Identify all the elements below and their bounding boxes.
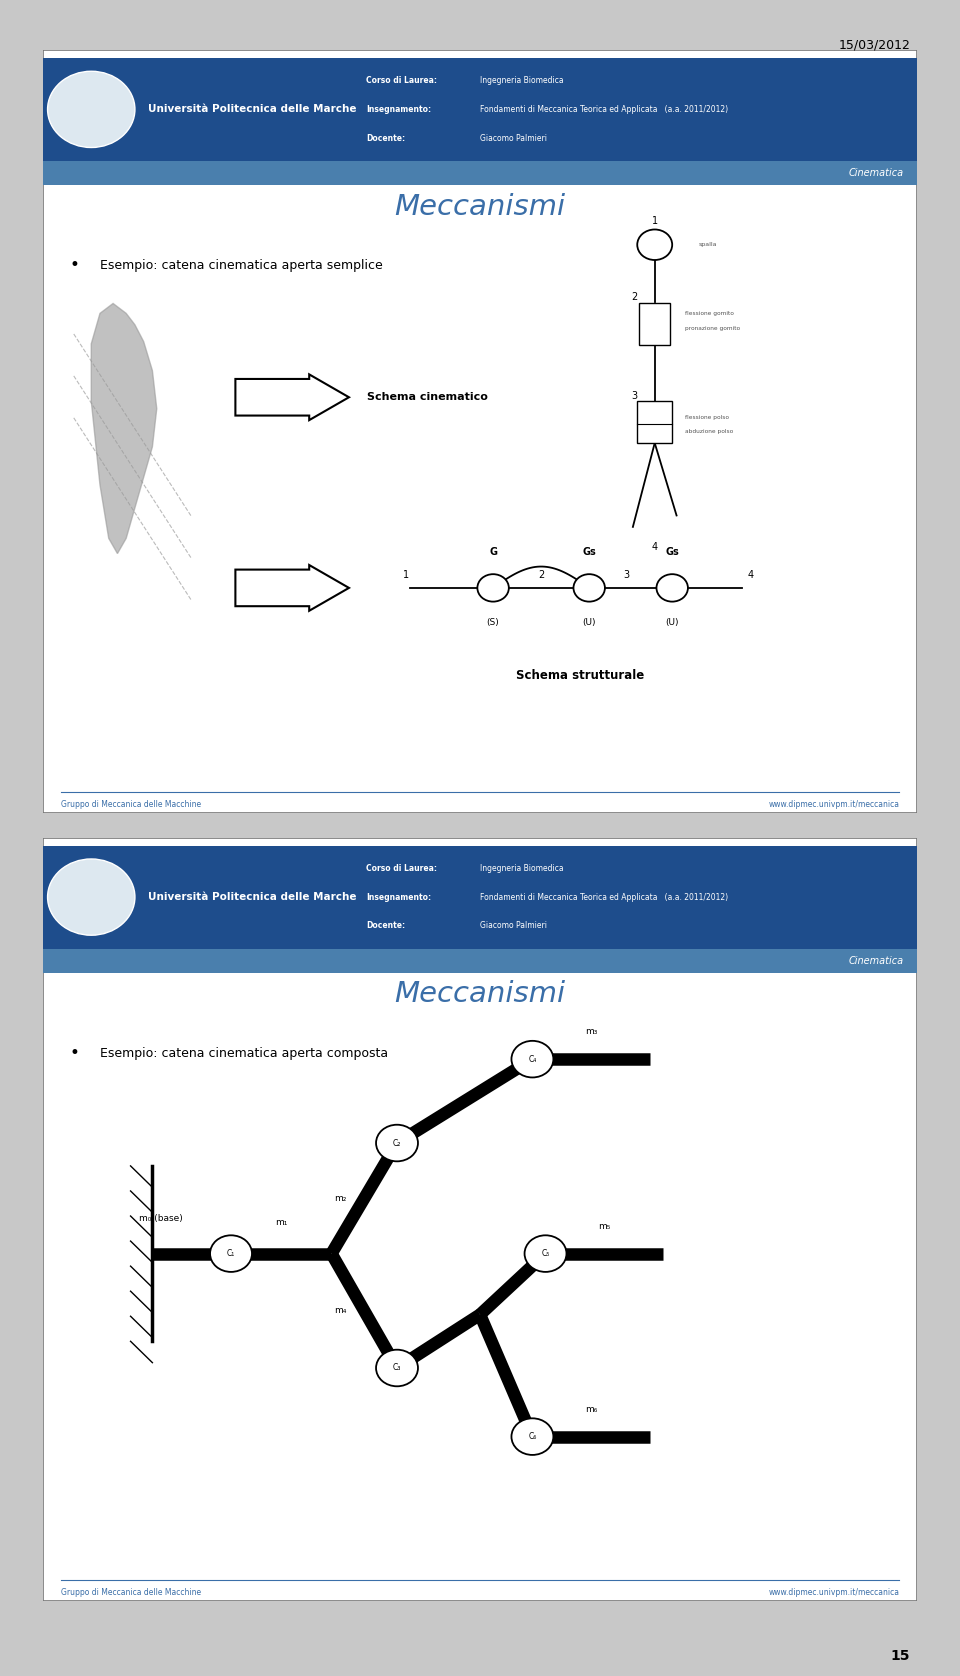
Text: (U): (U) xyxy=(665,618,679,627)
Circle shape xyxy=(573,575,605,602)
Polygon shape xyxy=(91,303,156,553)
Text: Gs: Gs xyxy=(583,548,596,558)
Circle shape xyxy=(210,1235,252,1272)
Text: Gruppo di Meccanica delle Macchine: Gruppo di Meccanica delle Macchine xyxy=(60,799,201,810)
Text: Docente:: Docente: xyxy=(367,922,405,930)
Text: (S): (S) xyxy=(487,618,499,627)
Text: Cinematica: Cinematica xyxy=(849,168,903,178)
Text: (U): (U) xyxy=(583,618,596,627)
Circle shape xyxy=(376,1125,418,1161)
Polygon shape xyxy=(235,565,349,610)
Text: Università Politecnica delle Marche: Università Politecnica delle Marche xyxy=(148,104,356,114)
Polygon shape xyxy=(235,374,349,421)
Text: pronazione gomito: pronazione gomito xyxy=(685,327,740,332)
Text: Fondamenti di Meccanica Teorica ed Applicata   (a.a. 2011/2012): Fondamenti di Meccanica Teorica ed Appli… xyxy=(480,893,728,902)
Text: C₆: C₆ xyxy=(528,1431,537,1441)
Circle shape xyxy=(512,1418,553,1455)
Text: Esempio: catena cinematica aperta semplice: Esempio: catena cinematica aperta sempli… xyxy=(100,258,383,272)
Text: 1: 1 xyxy=(402,570,409,580)
Text: 4: 4 xyxy=(748,570,754,580)
Text: Esempio: catena cinematica aperta composta: Esempio: catena cinematica aperta compos… xyxy=(100,1046,388,1059)
FancyBboxPatch shape xyxy=(639,303,670,345)
Text: 4: 4 xyxy=(652,541,658,551)
Text: m₅: m₅ xyxy=(598,1222,611,1230)
Circle shape xyxy=(512,1041,553,1078)
Text: Gruppo di Meccanica delle Macchine: Gruppo di Meccanica delle Macchine xyxy=(60,1587,201,1597)
Text: •: • xyxy=(69,256,80,275)
Text: m₆: m₆ xyxy=(586,1404,597,1415)
Circle shape xyxy=(637,230,672,260)
Text: m₀ (base): m₀ (base) xyxy=(139,1213,183,1223)
Text: m₃: m₃ xyxy=(586,1027,597,1036)
Text: 2: 2 xyxy=(538,570,544,580)
Text: flessione polso: flessione polso xyxy=(685,416,730,421)
Text: Insegnamento:: Insegnamento: xyxy=(367,893,432,902)
Text: C₃: C₃ xyxy=(393,1364,401,1373)
Text: spalla: spalla xyxy=(699,243,717,248)
Text: Fondamenti di Meccanica Teorica ed Applicata   (a.a. 2011/2012): Fondamenti di Meccanica Teorica ed Appli… xyxy=(480,106,728,114)
Text: Meccanismi: Meccanismi xyxy=(395,193,565,221)
Text: Schema strutturale: Schema strutturale xyxy=(516,669,644,682)
Text: Università Politecnica delle Marche: Università Politecnica delle Marche xyxy=(148,892,356,902)
Text: C₁: C₁ xyxy=(227,1249,235,1259)
Text: C₄: C₄ xyxy=(528,1054,537,1064)
Circle shape xyxy=(48,860,135,935)
Text: www.dipmec.univpm.it/meccanica: www.dipmec.univpm.it/meccanica xyxy=(768,799,900,810)
Text: Corso di Laurea:: Corso di Laurea: xyxy=(367,863,438,873)
Text: m₂: m₂ xyxy=(334,1193,347,1203)
Text: Corso di Laurea:: Corso di Laurea: xyxy=(367,75,438,85)
Circle shape xyxy=(657,575,688,602)
Text: m₄: m₄ xyxy=(334,1306,347,1316)
Text: 15/03/2012: 15/03/2012 xyxy=(838,39,910,52)
Circle shape xyxy=(48,72,135,147)
FancyBboxPatch shape xyxy=(43,59,917,161)
FancyBboxPatch shape xyxy=(43,50,917,813)
Text: Docente:: Docente: xyxy=(367,134,405,142)
Text: C₂: C₂ xyxy=(393,1138,401,1148)
Text: Giacomo Palmieri: Giacomo Palmieri xyxy=(480,134,547,142)
Circle shape xyxy=(524,1235,566,1272)
FancyBboxPatch shape xyxy=(43,161,917,186)
Text: Ingegneria Biomedica: Ingegneria Biomedica xyxy=(480,863,564,873)
Text: www.dipmec.univpm.it/meccanica: www.dipmec.univpm.it/meccanica xyxy=(768,1587,900,1597)
FancyBboxPatch shape xyxy=(637,401,672,442)
FancyBboxPatch shape xyxy=(43,846,917,949)
Text: 3: 3 xyxy=(631,391,637,401)
Text: Giacomo Palmieri: Giacomo Palmieri xyxy=(480,922,547,930)
Text: Meccanismi: Meccanismi xyxy=(395,980,565,1009)
Text: C₅: C₅ xyxy=(541,1249,550,1259)
Text: m₁: m₁ xyxy=(276,1218,287,1227)
Text: Cinematica: Cinematica xyxy=(849,955,903,965)
FancyBboxPatch shape xyxy=(43,838,917,1601)
Text: Gs: Gs xyxy=(665,548,679,558)
Text: Insegnamento:: Insegnamento: xyxy=(367,106,432,114)
Text: G: G xyxy=(489,548,497,558)
Text: 15: 15 xyxy=(891,1649,910,1663)
Text: 2: 2 xyxy=(631,292,637,302)
Text: 1: 1 xyxy=(652,216,658,226)
Text: flessione gomito: flessione gomito xyxy=(685,310,734,315)
Circle shape xyxy=(477,575,509,602)
Text: •: • xyxy=(69,1044,80,1063)
Text: 3: 3 xyxy=(623,570,630,580)
Circle shape xyxy=(376,1349,418,1386)
Text: Schema cinematico: Schema cinematico xyxy=(367,392,488,402)
Text: abduzione polso: abduzione polso xyxy=(685,429,733,434)
Text: Ingegneria Biomedica: Ingegneria Biomedica xyxy=(480,75,564,85)
FancyBboxPatch shape xyxy=(43,949,917,974)
